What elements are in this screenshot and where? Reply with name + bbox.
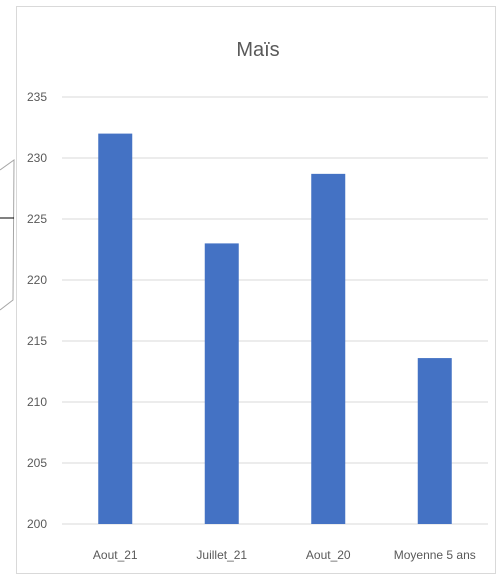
chart-area — [16, 6, 496, 574]
y-tick-label: 200 — [27, 517, 47, 531]
x-axis-tick-labels: Aout_21 Juillet_21 Aout_20 Moyenne 5 ans — [93, 548, 476, 562]
bar-Juillet_21 — [204, 243, 239, 524]
y-tick-label: 210 — [27, 395, 47, 409]
x-tick-label: Moyenne 5 ans — [394, 548, 476, 562]
bar-Moyenne 5 ans — [417, 358, 452, 524]
y-tick-label: 230 — [27, 151, 47, 165]
background-shape-fragment — [0, 159, 15, 311]
y-tick-label: 225 — [27, 212, 47, 226]
bar-series — [98, 133, 452, 525]
x-tick-label: Aout_20 — [306, 548, 351, 562]
chart-title: Maïs — [236, 39, 279, 61]
bar-Aout_20 — [311, 173, 346, 525]
x-tick-label: Juillet_21 — [196, 548, 247, 562]
x-tick-label: Aout_21 — [93, 548, 138, 562]
gridlines — [62, 96, 488, 525]
y-tick-label: 215 — [27, 334, 47, 348]
y-tick-label: 205 — [27, 456, 47, 470]
y-tick-label: 235 — [27, 90, 47, 104]
y-axis-tick-labels: 200 205 210 215 220 225 230 235 — [27, 90, 47, 531]
y-tick-label: 220 — [27, 273, 47, 287]
bar-Aout_21 — [98, 133, 133, 524]
